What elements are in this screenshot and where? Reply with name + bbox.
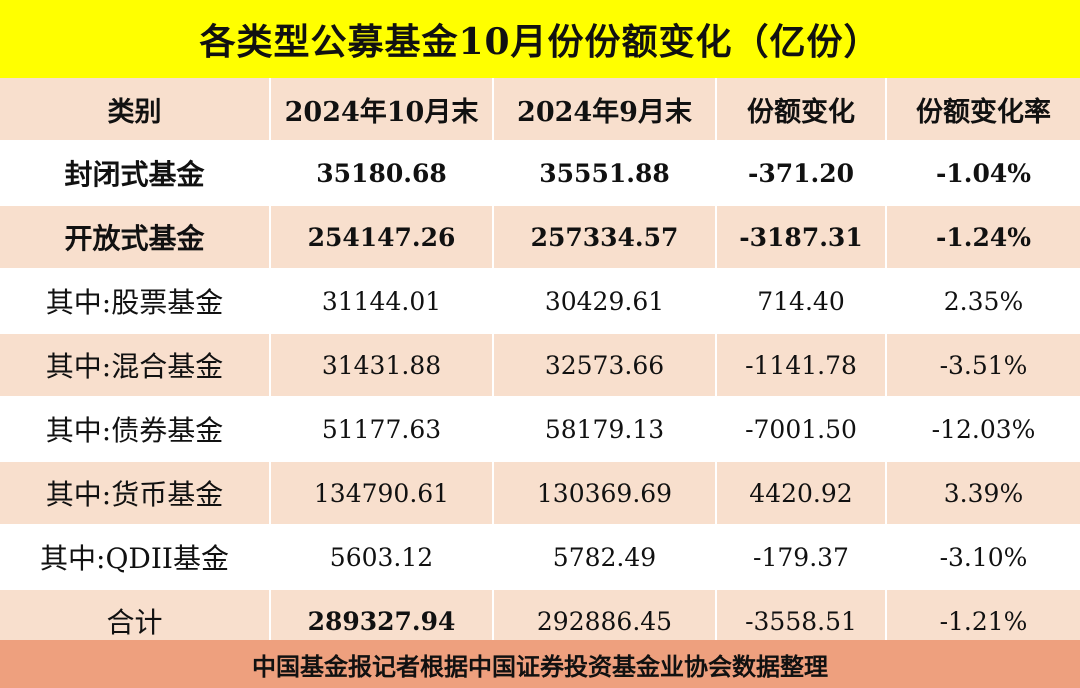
table-row: 其中:股票基金 31144.01 30429.61 714.40 2.35% [0, 269, 1080, 334]
row-change-value: -1141.78 [716, 333, 887, 398]
header-row: 类别 2024年10月末 2024年9月末 份额变化 份额变化率 [0, 78, 1080, 142]
row-category: 其中:债券基金 [0, 397, 271, 462]
row-sep-value: 5782.49 [493, 525, 717, 590]
table-row: 封闭式基金 35180.68 35551.88 -371.20 -1.04% [0, 141, 1080, 206]
row-change-value: 714.40 [716, 269, 887, 334]
row-sep-value: 35551.88 [493, 141, 717, 206]
row-oct-value: 35180.68 [270, 141, 494, 206]
table-title: 各类型公募基金10月份份额变化（亿份） [0, 0, 1080, 78]
row-oct-value: 31144.01 [270, 269, 494, 334]
row-rate-value: -12.03% [886, 397, 1080, 462]
table-row: 其中:混合基金 31431.88 32573.66 -1141.78 -3.51… [0, 333, 1080, 398]
row-rate-value: -3.10% [886, 525, 1080, 590]
row-rate-value: -1.24% [886, 205, 1080, 270]
row-oct-value: 134790.61 [270, 461, 494, 526]
row-sep-value: 32573.66 [493, 333, 717, 398]
header-change-rate: 份额变化率 [886, 78, 1080, 142]
row-rate-value: -3.51% [886, 333, 1080, 398]
table-row: 开放式基金 254147.26 257334.57 -3187.31 -1.24… [0, 205, 1080, 270]
row-category: 其中:QDII基金 [0, 525, 271, 590]
header-sep-end: 2024年9月末 [493, 78, 717, 142]
fund-share-table: 类别 2024年10月末 2024年9月末 份额变化 份额变化率 封闭式基金 3… [0, 78, 1080, 654]
row-change-value: -7001.50 [716, 397, 887, 462]
row-change-value: -371.20 [716, 141, 887, 206]
row-oct-value: 254147.26 [270, 205, 494, 270]
row-oct-value: 51177.63 [270, 397, 494, 462]
source-note: 中国基金报记者根据中国证券投资基金业协会数据整理 [0, 640, 1080, 688]
table-row: 其中:货币基金 134790.61 130369.69 4420.92 3.39… [0, 461, 1080, 526]
row-sep-value: 257334.57 [493, 205, 717, 270]
header-oct-end: 2024年10月末 [270, 78, 494, 142]
row-rate-value: 3.39% [886, 461, 1080, 526]
row-sep-value: 130369.69 [493, 461, 717, 526]
row-change-value: -179.37 [716, 525, 887, 590]
row-category: 其中:股票基金 [0, 269, 271, 334]
row-change-value: 4420.92 [716, 461, 887, 526]
row-category: 封闭式基金 [0, 141, 271, 206]
row-category: 其中:货币基金 [0, 461, 271, 526]
row-change-value: -3187.31 [716, 205, 887, 270]
row-sep-value: 58179.13 [493, 397, 717, 462]
row-category: 其中:混合基金 [0, 333, 271, 398]
row-oct-value: 5603.12 [270, 525, 494, 590]
row-oct-value: 31431.88 [270, 333, 494, 398]
row-rate-value: 2.35% [886, 269, 1080, 334]
row-rate-value: -1.04% [886, 141, 1080, 206]
table-row: 其中:债券基金 51177.63 58179.13 -7001.50 -12.0… [0, 397, 1080, 462]
header-share-change: 份额变化 [716, 78, 887, 142]
row-category: 开放式基金 [0, 205, 271, 270]
header-category: 类别 [0, 78, 271, 142]
row-sep-value: 30429.61 [493, 269, 717, 334]
table-row: 其中:QDII基金 5603.12 5782.49 -179.37 -3.10% [0, 525, 1080, 590]
